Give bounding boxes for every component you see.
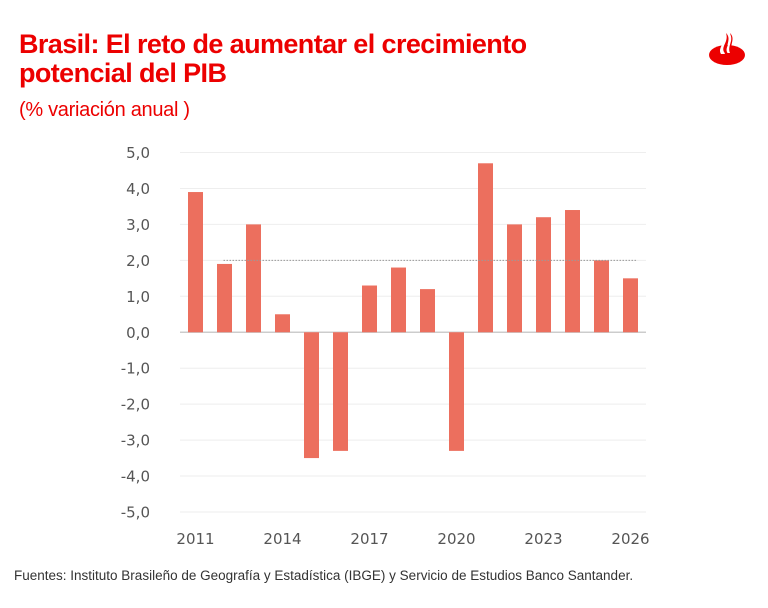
x-tick-label: 2017 bbox=[350, 530, 388, 548]
bar-2016 bbox=[333, 332, 348, 451]
source-footnote: Fuentes: Instituto Brasileño de Geografí… bbox=[14, 568, 634, 583]
bar-2015 bbox=[304, 332, 319, 459]
bar-2014 bbox=[275, 314, 290, 333]
bar-2023 bbox=[536, 217, 551, 333]
y-tick-label: -5,0 bbox=[121, 504, 150, 522]
bar-2018 bbox=[391, 267, 406, 333]
x-tick-label: 2023 bbox=[524, 530, 562, 548]
y-tick-label: -1,0 bbox=[121, 360, 150, 378]
bar-2026 bbox=[623, 278, 638, 333]
y-tick-label: -3,0 bbox=[121, 432, 150, 450]
bar-2024 bbox=[565, 210, 580, 333]
y-tick-label: 4,0 bbox=[126, 180, 150, 198]
bar-2019 bbox=[420, 289, 435, 333]
y-tick-label: 3,0 bbox=[126, 216, 150, 234]
y-tick-label: 5,0 bbox=[126, 144, 150, 162]
bars bbox=[188, 163, 638, 459]
bar-2013 bbox=[246, 224, 261, 333]
bar-2011 bbox=[188, 192, 203, 333]
y-tick-label: 2,0 bbox=[126, 252, 150, 270]
y-tick-label: 1,0 bbox=[126, 288, 150, 306]
bar-2017 bbox=[362, 285, 377, 333]
x-tick-label: 2020 bbox=[437, 530, 475, 548]
y-tick-label: -4,0 bbox=[121, 468, 150, 486]
bar-2021 bbox=[478, 163, 493, 333]
bar-2025 bbox=[594, 260, 609, 333]
chart-title: Brasil: El reto de aumentar el crecimien… bbox=[19, 29, 527, 88]
chart-subtitle: (% variación anual ) bbox=[19, 99, 190, 121]
bar-chart: 5,0 4,0 3,0 2,0 1,0 0,0 -1,0 -2,0 -3,0 -4,0 -5,0 2… bbox=[121, 144, 650, 548]
y-tick-label: -2,0 bbox=[121, 396, 150, 414]
santander-flame-icon bbox=[709, 33, 745, 65]
bar-2020 bbox=[449, 332, 464, 451]
x-tick-label: 2014 bbox=[263, 530, 301, 548]
x-axis-ticks: 2011 2014 2017 2020 2023 2026 bbox=[176, 530, 649, 548]
x-tick-label: 2011 bbox=[176, 530, 214, 548]
y-tick-label: 0,0 bbox=[126, 324, 150, 342]
x-tick-label: 2026 bbox=[611, 530, 649, 548]
y-axis-ticks: 5,0 4,0 3,0 2,0 1,0 0,0 -1,0 -2,0 -3,0 -4,0 -5,0 bbox=[121, 144, 150, 522]
bar-2012 bbox=[217, 263, 232, 333]
bar-2022 bbox=[507, 224, 522, 333]
